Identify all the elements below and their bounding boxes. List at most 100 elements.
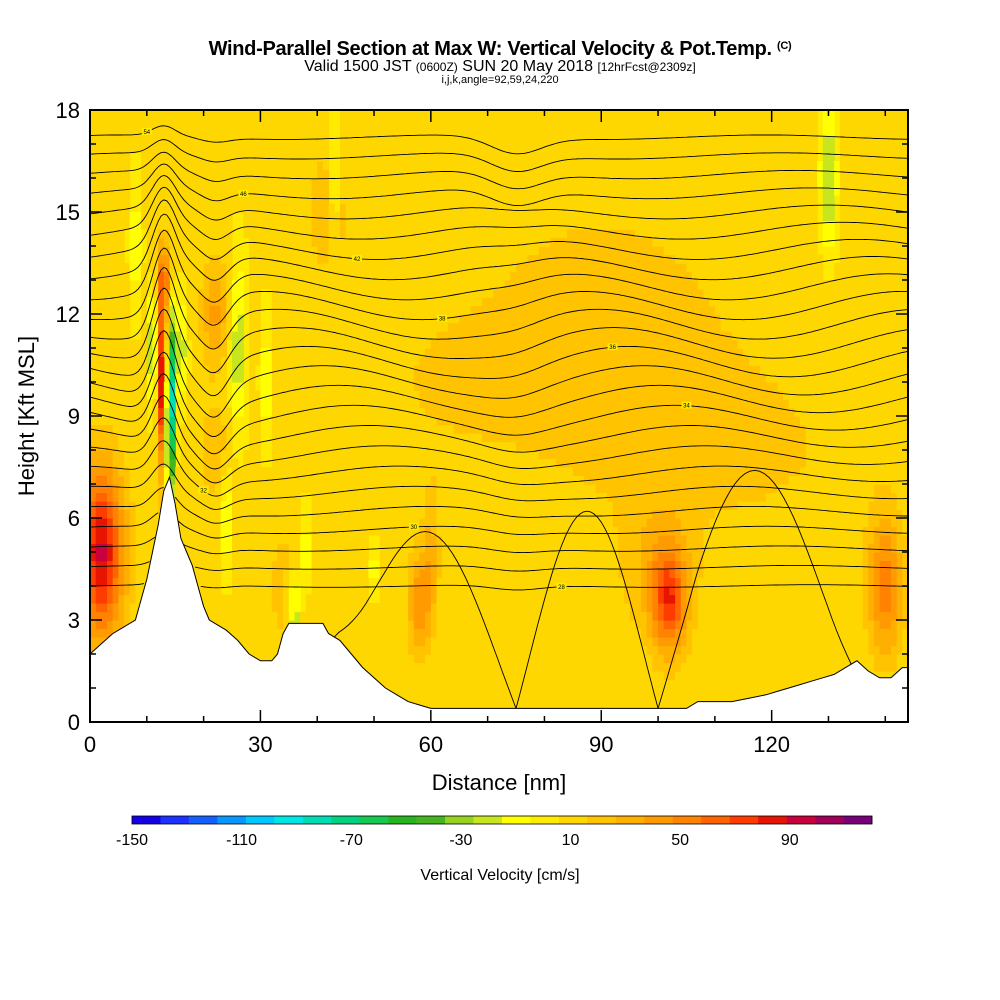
velocity-cell <box>356 450 364 460</box>
velocity-cell <box>447 620 455 630</box>
velocity-cell <box>487 433 494 443</box>
velocity-cell <box>385 382 392 392</box>
velocity-cell <box>260 611 267 621</box>
velocity-cell <box>385 475 392 485</box>
velocity-cell <box>163 195 171 205</box>
velocity-cell <box>442 424 449 434</box>
velocity-cell <box>447 135 455 145</box>
velocity-cell <box>476 594 483 604</box>
velocity-cell <box>436 518 443 528</box>
velocity-cell <box>163 433 171 443</box>
velocity-cell <box>305 271 313 281</box>
velocity-cell <box>487 263 494 273</box>
velocity-cell <box>362 501 369 511</box>
velocity-cell <box>413 543 421 553</box>
velocity-cell <box>112 535 119 545</box>
velocity-cell <box>197 339 205 349</box>
velocity-cell <box>317 365 324 375</box>
velocity-cell <box>430 254 438 264</box>
velocity-cell <box>362 560 369 570</box>
velocity-cell <box>112 288 119 298</box>
velocity-cell <box>396 611 404 621</box>
velocity-cell <box>305 212 313 222</box>
velocity-cell <box>124 144 131 154</box>
velocity-cell <box>95 229 102 239</box>
velocity-cell <box>362 416 369 426</box>
velocity-cell <box>209 161 216 171</box>
velocity-cell <box>436 535 443 545</box>
velocity-cell <box>499 603 506 613</box>
velocity-cell <box>226 186 233 196</box>
velocity-cell <box>487 314 494 324</box>
velocity-cell <box>141 577 148 587</box>
velocity-cell <box>328 407 335 417</box>
velocity-cell <box>447 450 455 460</box>
velocity-cell <box>328 331 335 341</box>
velocity-cell <box>317 322 324 332</box>
velocity-cell <box>158 203 165 213</box>
velocity-cell <box>402 322 409 332</box>
velocity-cell <box>146 135 154 145</box>
velocity-cell <box>271 526 279 536</box>
velocity-cell <box>288 288 296 298</box>
velocity-cell <box>135 212 142 222</box>
velocity-cell <box>385 127 392 137</box>
velocity-cell <box>436 373 443 383</box>
velocity-cell <box>192 407 199 417</box>
velocity-cell <box>436 492 443 502</box>
velocity-cell <box>294 424 301 434</box>
velocity-cell <box>499 518 506 528</box>
velocity-cell <box>447 654 455 664</box>
velocity-cell <box>470 662 477 672</box>
velocity-cell <box>322 526 330 536</box>
velocity-cell <box>425 696 432 706</box>
velocity-cell <box>459 586 466 596</box>
velocity-cell <box>243 526 250 536</box>
velocity-cell <box>124 127 131 137</box>
velocity-cell <box>180 424 188 434</box>
velocity-cell <box>152 237 159 247</box>
velocity-cell <box>459 509 466 519</box>
velocity-cell <box>249 484 256 494</box>
velocity-cell <box>305 382 313 392</box>
velocity-cell <box>317 484 324 494</box>
velocity-cell <box>209 475 216 485</box>
velocity-cell <box>260 356 267 366</box>
velocity-cell <box>158 297 165 307</box>
velocity-cell <box>197 212 205 222</box>
velocity-cell <box>266 203 273 213</box>
velocity-cell <box>322 475 330 485</box>
velocity-cell <box>476 433 483 443</box>
velocity-cell <box>436 152 443 162</box>
velocity-cell <box>379 399 386 409</box>
velocity-cell <box>214 135 222 145</box>
velocity-cell <box>368 569 375 579</box>
velocity-cell <box>408 518 415 528</box>
velocity-cell <box>464 603 472 613</box>
velocity-cell <box>487 365 494 375</box>
velocity-cell <box>220 433 227 443</box>
velocity-cell <box>351 552 358 562</box>
velocity-cell <box>260 577 267 587</box>
velocity-cell <box>476 441 483 451</box>
velocity-cell <box>470 611 477 621</box>
velocity-cell <box>226 263 233 273</box>
velocity-cell <box>288 603 296 613</box>
velocity-cell <box>419 645 426 655</box>
velocity-cell <box>351 424 358 434</box>
velocity-cell <box>192 110 199 120</box>
velocity-cell <box>232 297 239 307</box>
velocity-cell <box>356 586 364 596</box>
velocity-cell <box>436 280 443 290</box>
velocity-cell <box>459 543 466 553</box>
velocity-cell <box>408 203 415 213</box>
velocity-cell <box>436 127 443 137</box>
velocity-cell <box>90 152 97 162</box>
velocity-cell <box>90 594 97 604</box>
velocity-cell <box>345 569 352 579</box>
velocity-cell <box>385 526 392 536</box>
velocity-cell <box>493 688 500 698</box>
velocity-cell <box>214 220 222 230</box>
velocity-cell <box>311 373 318 383</box>
velocity-cell <box>163 467 171 477</box>
